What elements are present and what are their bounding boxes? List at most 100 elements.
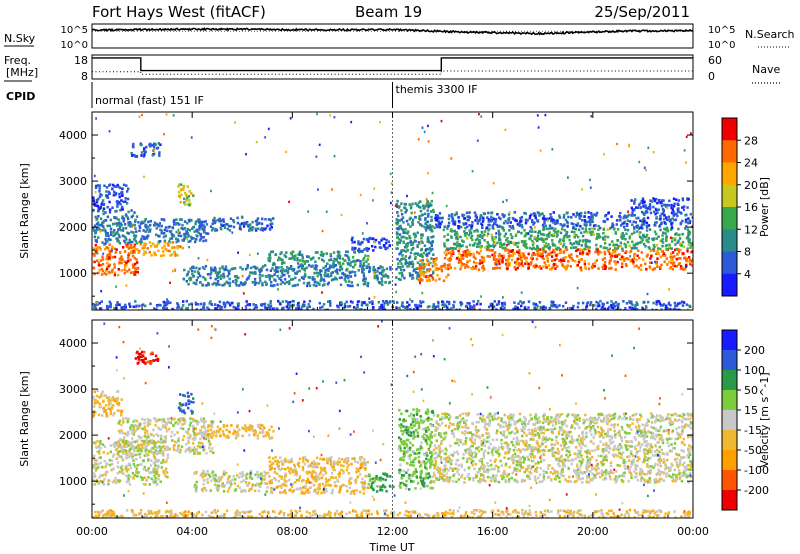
heatmap-cell [595, 243, 598, 247]
heatmap-cell [169, 421, 173, 425]
heatmap-cell [434, 216, 437, 220]
heatmap-cell [646, 239, 649, 243]
heatmap-cell [307, 303, 310, 306]
heatmap-cell [669, 218, 672, 221]
heatmap-cell [155, 233, 158, 237]
heatmap-cell [160, 218, 163, 221]
heatmap-cell [466, 215, 469, 218]
heatmap-cell [97, 482, 100, 486]
heatmap-cell [248, 253, 251, 257]
heatmap-cell [377, 300, 380, 304]
heatmap-cell [98, 396, 101, 399]
heatmap-cell [105, 257, 108, 261]
heatmap-cell [403, 276, 406, 280]
heatmap-cell [127, 474, 130, 477]
heatmap-cell [681, 206, 684, 209]
heatmap-cell [280, 262, 284, 265]
heatmap-cell [138, 226, 142, 229]
heatmap-cell [664, 244, 668, 248]
heatmap-cell [129, 443, 132, 446]
heatmap-cell [96, 217, 99, 220]
heatmap-cell [490, 308, 494, 310]
heatmap-cell [476, 139, 479, 142]
heatmap-cell [597, 228, 600, 231]
heatmap-cell [548, 246, 552, 249]
heatmap-cell [338, 268, 342, 272]
heatmap-cell [267, 218, 271, 221]
heatmap-cell [340, 303, 343, 307]
heatmap-cell [138, 449, 141, 452]
heatmap-cell [681, 240, 685, 244]
nave-tick-bottom: 0 [708, 70, 715, 83]
heatmap-cell [421, 261, 424, 264]
heatmap-cell [126, 241, 130, 245]
heatmap-cell [269, 219, 273, 222]
heatmap-cell [203, 225, 206, 229]
heatmap-cell [145, 479, 148, 482]
heatmap-cell [624, 237, 627, 241]
heatmap-cell [422, 251, 426, 255]
heatmap-cell [620, 224, 623, 227]
heatmap-cell [119, 209, 122, 212]
heatmap-cell [156, 242, 160, 246]
heatmap-cell [110, 231, 113, 234]
heatmap-cell [533, 212, 536, 216]
heatmap-cell [437, 301, 440, 305]
heatmap-cell [686, 206, 689, 209]
heatmap-cell [152, 143, 155, 147]
heatmap-cell [137, 266, 140, 270]
heatmap-cell [302, 281, 306, 285]
heatmap-cell [147, 230, 150, 234]
heatmap-cell [179, 234, 183, 238]
heatmap-cell [567, 254, 571, 257]
heatmap-cell [480, 255, 484, 259]
heatmap-cell [158, 235, 161, 238]
freq-tick-bottom: 8 [81, 70, 88, 83]
heatmap-cell [289, 257, 293, 260]
heatmap-cell [109, 302, 112, 305]
heatmap-cell [192, 266, 195, 270]
heatmap-cell [633, 226, 636, 229]
heatmap-cell [572, 226, 575, 230]
heatmap-cell [559, 242, 562, 245]
heatmap-cell [117, 239, 120, 243]
heatmap-cell [404, 261, 408, 265]
heatmap-cell [669, 303, 672, 307]
heatmap-cell [305, 266, 309, 270]
heatmap-cell [559, 258, 563, 262]
heatmap-cell [379, 271, 382, 275]
heatmap-cell [334, 276, 337, 279]
heatmap-cell [417, 138, 420, 141]
heatmap-cell [455, 230, 458, 234]
heatmap-cell [235, 307, 238, 310]
heatmap-cell [684, 267, 687, 271]
heatmap-cell [185, 402, 188, 405]
heatmap-cell [330, 278, 334, 282]
heatmap-cell [202, 417, 206, 421]
heatmap-cell [675, 257, 678, 261]
heatmap-cell [188, 446, 192, 449]
heatmap-cell [487, 232, 490, 236]
heatmap-cell [544, 237, 547, 241]
heatmap-cell [282, 306, 285, 310]
heatmap-cell [628, 235, 632, 238]
heatmap-cell [245, 300, 248, 303]
heatmap-cell [618, 253, 621, 256]
heatmap-cell [103, 459, 106, 463]
heatmap-cell [547, 246, 550, 250]
heatmap-cell [151, 242, 155, 245]
heatmap-cell [426, 224, 429, 227]
heatmap-cell [412, 241, 415, 244]
heatmap-cell [581, 188, 583, 191]
heatmap-cell [556, 265, 559, 268]
heatmap-cell [159, 437, 163, 441]
heatmap-cell [258, 270, 262, 274]
heatmap-cell [456, 237, 459, 241]
heatmap-cell [158, 440, 162, 444]
heatmap-cell [348, 284, 351, 288]
heatmap-cell [570, 216, 573, 219]
heatmap-cell [140, 154, 143, 157]
heatmap-cell [165, 445, 168, 449]
heatmap-cell [162, 458, 165, 462]
heatmap-cell [468, 253, 471, 256]
